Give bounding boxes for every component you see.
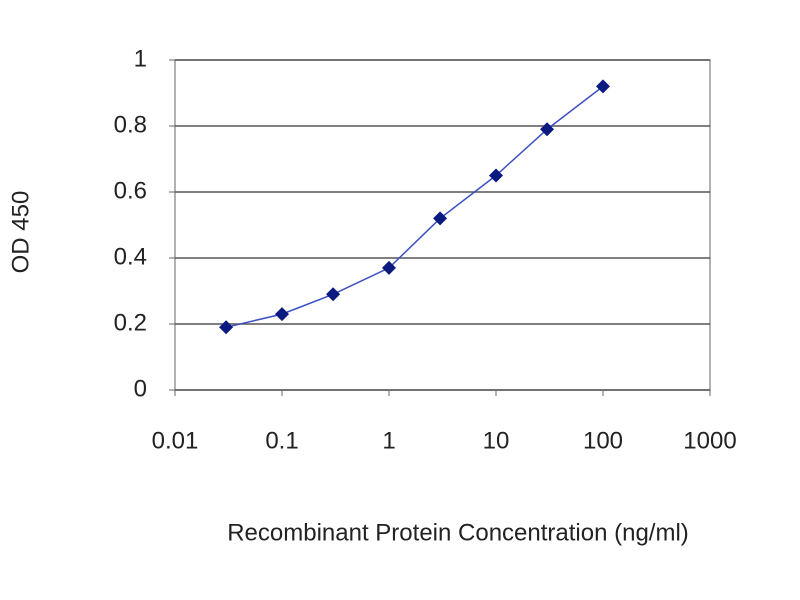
x-tick-label: 1000 xyxy=(683,427,736,454)
data-point xyxy=(433,211,448,226)
x-axis-label: Recombinant Protein Concentration (ng/ml… xyxy=(227,519,689,546)
data-point xyxy=(596,79,610,94)
data-point xyxy=(326,287,341,302)
x-tick-label: 10 xyxy=(483,427,510,454)
data-point xyxy=(489,168,503,183)
y-tick-label: 0.4 xyxy=(114,243,147,270)
data-point xyxy=(219,320,234,335)
y-tick-label: 0.8 xyxy=(114,111,147,138)
y-tick-label: 0.2 xyxy=(114,309,147,336)
y-tick-label: 1 xyxy=(134,45,147,72)
data-point xyxy=(540,122,555,137)
y-tick-label: 0 xyxy=(134,375,147,402)
plot-area xyxy=(174,59,711,391)
data-point xyxy=(275,307,289,322)
y-axis-label: OD 450 xyxy=(7,191,34,274)
x-tick-label: 1 xyxy=(382,427,395,454)
data-line xyxy=(225,85,604,329)
y-tick-label: 0.6 xyxy=(114,177,147,204)
x-tick-label: 100 xyxy=(583,427,623,454)
data-point xyxy=(382,260,396,275)
x-tick-label: 0.01 xyxy=(152,427,199,454)
x-tick-label: 0.1 xyxy=(265,427,298,454)
